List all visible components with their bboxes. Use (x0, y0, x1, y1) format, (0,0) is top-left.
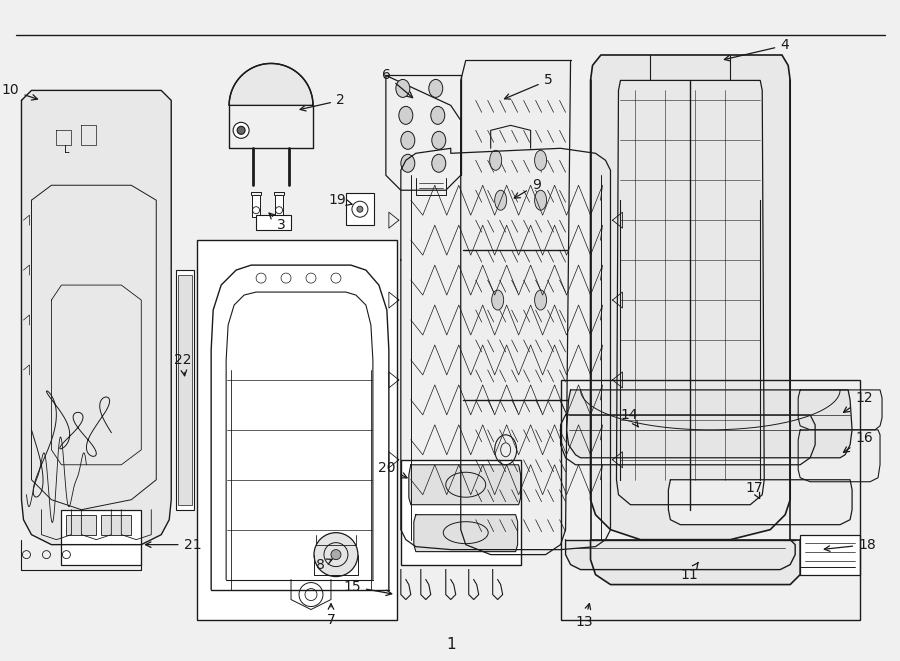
Text: 10: 10 (2, 83, 38, 100)
Bar (176, 270, 194, 510)
Bar (178, 275, 193, 505)
Text: 15: 15 (343, 580, 392, 596)
Polygon shape (414, 515, 518, 552)
Bar (67, 515, 96, 535)
Ellipse shape (400, 154, 415, 173)
Text: 21: 21 (146, 537, 202, 552)
Text: 4: 4 (724, 38, 789, 61)
Ellipse shape (399, 106, 413, 124)
Text: 6: 6 (382, 69, 412, 98)
Polygon shape (22, 91, 171, 545)
Ellipse shape (431, 106, 445, 124)
Text: 9: 9 (514, 178, 541, 198)
Bar (256, 215, 291, 230)
Ellipse shape (535, 190, 546, 210)
Bar (275, 195, 283, 217)
Polygon shape (590, 56, 790, 539)
Ellipse shape (495, 190, 507, 210)
Bar (102, 515, 131, 535)
Bar (252, 195, 260, 217)
Ellipse shape (396, 79, 410, 97)
Polygon shape (567, 390, 852, 458)
Polygon shape (798, 390, 882, 430)
Bar (346, 193, 374, 225)
Ellipse shape (400, 132, 415, 149)
Text: 1: 1 (446, 637, 455, 652)
Polygon shape (565, 539, 796, 570)
Text: 12: 12 (843, 391, 873, 412)
Text: 14: 14 (620, 408, 638, 427)
Polygon shape (590, 539, 800, 584)
Text: L: L (64, 145, 69, 155)
Ellipse shape (432, 154, 446, 173)
Circle shape (237, 126, 245, 134)
Polygon shape (561, 415, 815, 465)
Polygon shape (409, 465, 520, 505)
Circle shape (314, 533, 358, 576)
Polygon shape (669, 480, 852, 525)
Text: 19: 19 (328, 193, 352, 207)
Ellipse shape (535, 150, 546, 171)
Text: 8: 8 (316, 558, 332, 572)
Bar (197, 240, 397, 619)
Text: 17: 17 (745, 481, 763, 498)
Bar (61, 510, 141, 564)
Ellipse shape (535, 290, 546, 310)
Text: 16: 16 (843, 431, 873, 452)
Ellipse shape (428, 79, 443, 97)
Polygon shape (798, 430, 880, 482)
Text: 22: 22 (174, 353, 191, 376)
Polygon shape (230, 63, 313, 105)
Text: 5: 5 (505, 73, 553, 99)
Text: 18: 18 (824, 537, 876, 552)
Text: 13: 13 (575, 603, 593, 629)
Text: 2: 2 (300, 93, 345, 111)
Bar (800, 535, 860, 574)
Ellipse shape (490, 150, 501, 171)
Circle shape (357, 206, 363, 212)
Text: 3: 3 (269, 213, 286, 232)
Text: 20: 20 (378, 461, 407, 478)
Bar (400, 460, 520, 564)
Circle shape (233, 122, 249, 138)
Text: 7: 7 (327, 603, 336, 627)
Bar (16, 36, 885, 625)
Bar (561, 380, 860, 619)
Ellipse shape (432, 132, 446, 149)
Polygon shape (461, 60, 571, 555)
Circle shape (331, 550, 341, 560)
Ellipse shape (491, 290, 504, 310)
Text: 11: 11 (680, 563, 698, 582)
